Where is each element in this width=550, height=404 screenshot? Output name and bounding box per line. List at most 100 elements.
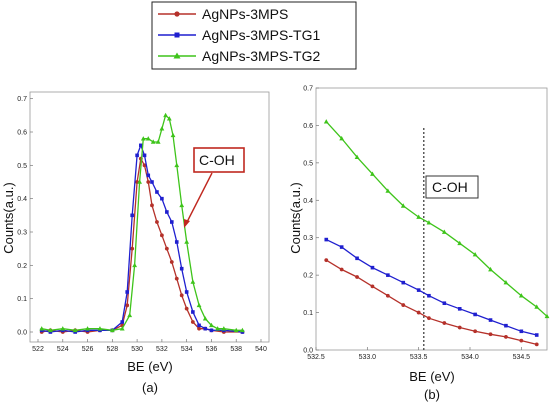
data-point-b-3	[323, 119, 329, 124]
x-tick-label-b: 533.0	[359, 354, 377, 361]
data-point-b-1	[355, 275, 359, 279]
data-point-a-3	[209, 322, 214, 328]
data-point-b-1	[401, 303, 406, 307]
data-point-b-1	[534, 342, 539, 347]
data-point-b-3	[339, 135, 345, 141]
annotation-b: C-OH	[425, 175, 479, 199]
plot-area-a	[29, 91, 270, 343]
data-point-b-2	[339, 245, 344, 249]
data-point-b-3	[488, 266, 493, 272]
y-tick-label-a: 0.3	[17, 230, 27, 237]
data-point-a-3	[221, 326, 227, 331]
data-point-a-3	[163, 112, 169, 118]
legend-entry-1: AgNPs-3MPS	[158, 6, 288, 22]
data-point-b-1	[442, 321, 447, 325]
data-point-b-2	[504, 323, 508, 328]
data-point-a-3	[132, 262, 138, 268]
data-point-b-2	[416, 288, 421, 292]
legend-marker-2	[174, 32, 180, 38]
x-tick-label-a: 538	[230, 346, 242, 353]
data-point-b-2	[324, 237, 329, 242]
data-point-b-1	[488, 332, 493, 337]
x-tick-label-a: 534	[181, 346, 193, 353]
legend-marker-1	[174, 11, 180, 17]
x-tick-label-a: 524	[57, 346, 69, 353]
data-point-b-1	[473, 329, 478, 334]
data-point-b-3	[503, 280, 509, 285]
data-point-b-1	[427, 316, 431, 321]
legend-entry-3: AgNPs-3MPS-TG2	[158, 48, 320, 64]
data-point-a-1	[164, 246, 169, 251]
data-point-a-3	[215, 326, 221, 331]
data-point-a-2	[174, 240, 179, 244]
data-point-a-3	[97, 326, 103, 331]
y-tick-label-b: 0.7	[303, 86, 313, 93]
annotation-arrowhead-a	[184, 219, 190, 228]
data-point-a-2	[197, 323, 201, 328]
data-point-a-2	[209, 328, 214, 333]
data-point-b-3	[457, 240, 463, 246]
y-tick-label-b: 0.0	[303, 348, 313, 355]
y-tick-label-a: 0.1	[17, 296, 27, 303]
data-point-a-3	[109, 327, 115, 333]
panel-label-a: (a)	[142, 380, 158, 395]
data-point-b-3	[544, 313, 550, 319]
y-tick-label-b: 0.4	[303, 198, 313, 205]
data-point-a-3	[170, 132, 176, 138]
legend-label-3: AgNPs-3MPS-TG2	[202, 48, 320, 64]
legend: AgNPs-3MPS AgNPs-3MPS-TG1 AgNPs-3MPS-TG2	[151, 1, 357, 70]
data-point-a-3	[127, 312, 133, 318]
x-tick-label-a: 522	[32, 346, 44, 353]
data-point-a-1	[125, 303, 130, 308]
data-point-a-1	[146, 180, 151, 184]
data-point-b-3	[400, 203, 406, 208]
ticks-a: 522 524 526 528 530 532 534 536 538 540 0.0 0.1 0.2 0…	[17, 96, 267, 353]
data-point-b-3	[534, 304, 540, 309]
series-line-a-1	[41, 156, 243, 333]
x-tick-label-a: 530	[131, 346, 143, 353]
legend-entry-2: AgNPs-3MPS-TG1	[158, 27, 320, 43]
data-point-a-3	[166, 116, 172, 121]
x-tick-label-a: 536	[206, 346, 218, 353]
panel-label-b: (b)	[424, 387, 440, 402]
data-point-a-3	[145, 136, 151, 141]
data-point-a-2	[179, 266, 184, 271]
x-axis-label-b: BE (eV)	[409, 369, 455, 384]
data-point-b-1	[385, 293, 390, 298]
data-point-a-3	[39, 326, 45, 331]
y-axis-label-a: Counts(a.u.)	[1, 182, 16, 254]
chart-panel-a: 522 524 526 528 530 532 534 536 538 540 0.0 0.1 0.2 0…	[1, 91, 270, 395]
annotation-box-b	[425, 175, 479, 199]
y-tick-label-b: 0.6	[303, 123, 313, 130]
x-tick-label-b: 532.5	[307, 354, 325, 361]
data-point-a-3	[72, 327, 78, 333]
data-point-a-3	[159, 126, 165, 131]
x-axis-label-a: BE (eV)	[127, 359, 173, 374]
data-point-a-2	[142, 153, 147, 158]
data-point-a-2	[146, 173, 151, 178]
data-point-a-3	[174, 162, 180, 168]
x-tick-label-a: 540	[255, 346, 267, 353]
data-point-b-2	[370, 265, 375, 270]
data-point-a-1	[184, 306, 189, 311]
data-point-a-2	[170, 220, 174, 224]
data-point-a-3	[202, 316, 208, 321]
data-point-a-3	[47, 327, 53, 333]
data-point-b-1	[504, 335, 508, 339]
plot-area-b	[315, 87, 548, 351]
data-point-a-1	[142, 163, 147, 168]
legend-marker-3	[173, 52, 181, 59]
data-point-b-3	[472, 251, 478, 257]
data-point-a-3	[155, 139, 161, 144]
series-line-b-3	[325, 121, 548, 317]
data-point-a-2	[120, 320, 125, 324]
data-point-b-3	[518, 293, 524, 298]
x-tick-label-a: 528	[106, 346, 118, 353]
ticks-b: 532.5 533.0 533.5 534.0 534.5 0.0 0.1 0.2 0.3 0.4…	[303, 86, 530, 362]
y-tick-label-b: 0.2	[303, 273, 313, 280]
data-point-b-3	[370, 171, 375, 176]
data-point-a-3	[179, 202, 185, 208]
data-point-b-2	[427, 293, 431, 298]
data-point-a-1	[169, 260, 174, 264]
data-point-a-3	[196, 302, 202, 308]
